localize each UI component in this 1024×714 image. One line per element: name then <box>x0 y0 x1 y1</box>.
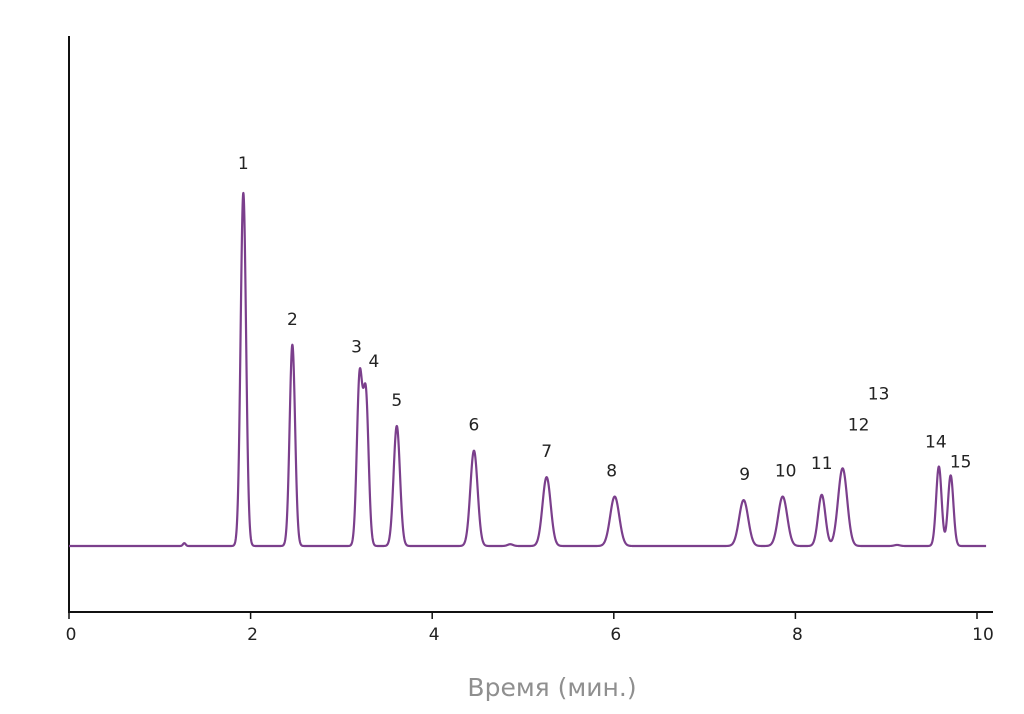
x-tick-label: 0 <box>66 625 77 645</box>
peak-label-9: 9 <box>739 465 750 485</box>
peak-label-15: 15 <box>950 452 972 472</box>
peak-label-6: 6 <box>469 416 480 436</box>
peak-label-13: 13 <box>868 384 890 404</box>
x-tick-label: 6 <box>610 625 621 645</box>
x-tick-label: 8 <box>792 625 803 645</box>
x-tick-label: 4 <box>429 625 440 645</box>
peak-label-12: 12 <box>848 415 870 435</box>
peak-label-14: 14 <box>925 433 947 453</box>
chromatogram-trace <box>68 191 987 548</box>
peak-label-5: 5 <box>391 391 402 411</box>
axes: 0 2 4 6 8 10 <box>66 36 994 645</box>
peak-label-8: 8 <box>606 462 617 482</box>
peak-label-2: 2 <box>287 310 298 330</box>
x-tick-label: 10 <box>972 625 994 645</box>
peak-label-4: 4 <box>369 352 380 372</box>
peak-label-11: 11 <box>811 454 833 474</box>
peak-label-7: 7 <box>541 442 552 462</box>
x-tick-label: 2 <box>247 625 258 645</box>
x-ticks: 0 2 4 6 8 10 <box>66 612 994 645</box>
x-axis-title: Время (мин.) <box>467 673 636 702</box>
peak-label-1: 1 <box>238 154 249 174</box>
peak-label-10: 10 <box>775 462 797 482</box>
peak-label-3: 3 <box>351 337 362 357</box>
